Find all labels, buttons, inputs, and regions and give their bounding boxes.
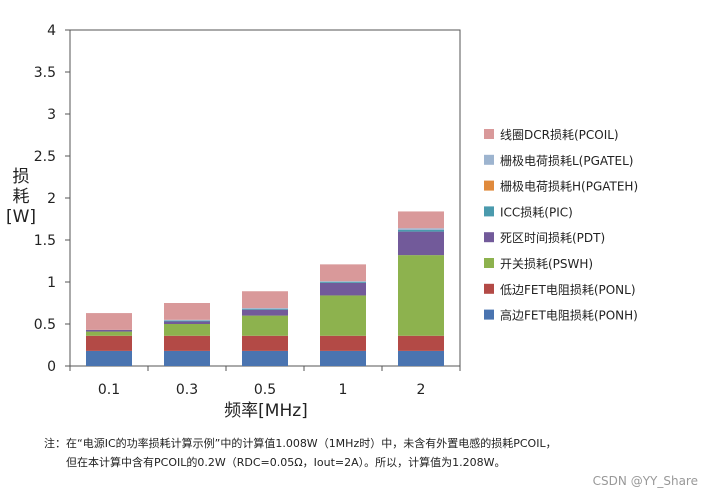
legend-swatch — [484, 309, 494, 320]
bar-segment — [86, 335, 132, 351]
legend-label: 低边FET电阻损耗(PONL) — [500, 283, 636, 297]
bar-stack — [320, 264, 366, 366]
y-tick-label: 0 — [47, 359, 56, 375]
bar-segment — [242, 308, 288, 309]
bar-segment — [242, 335, 288, 351]
y-tick-label: 4 — [47, 23, 56, 39]
x-tick-label: 0.5 — [254, 382, 276, 398]
legend-swatch — [484, 154, 494, 165]
bar-segment — [398, 335, 444, 351]
bar-stack — [242, 291, 288, 366]
bar-segment — [164, 319, 210, 321]
y-axis-title-line-1: 损 — [13, 167, 30, 187]
bar-segment — [164, 335, 210, 351]
bar-segment — [320, 281, 366, 282]
x-axis: 0.1 0.3 0.5 1 2 — [69, 366, 461, 398]
legend-item: 栅极电荷损耗L(PGATEL) — [484, 153, 633, 168]
y-axis-title-line-2: 耗 — [13, 187, 30, 207]
y-tick-label: 2.5 — [34, 149, 56, 165]
bar-segment — [164, 320, 210, 322]
legend-item: 低边FET电阻损耗(PONL) — [484, 283, 636, 297]
y-axis-title-line-3: [W] — [6, 207, 36, 227]
bar-segment — [242, 315, 288, 336]
y-tick-label: 3.5 — [34, 65, 56, 81]
bar-segment — [242, 308, 288, 310]
bar-segment — [242, 291, 288, 309]
legend-item: 线圈DCR损耗(PCOIL) — [484, 128, 619, 142]
legend-swatch — [484, 206, 494, 217]
bar-stack — [398, 211, 444, 366]
legend-swatch — [484, 129, 494, 139]
bar-stack — [86, 313, 132, 366]
legend-item: 高边FET电阻损耗(PONH) — [484, 308, 638, 323]
bar-segment — [242, 309, 288, 316]
bars — [86, 211, 444, 366]
bar-segment — [86, 350, 132, 366]
bar-segment — [398, 211, 444, 229]
bar-segment — [398, 228, 444, 230]
legend-swatch — [484, 180, 494, 191]
bar-segment — [320, 264, 366, 282]
legend-swatch — [484, 283, 494, 294]
legend-label: 栅极电荷损耗H(PGATEH) — [500, 179, 638, 194]
bar-segment — [398, 255, 444, 336]
bar-segment — [164, 350, 210, 366]
legend: 线圈DCR损耗(PCOIL) 栅极电荷损耗L(PGATEL) 栅极电荷损耗H(PGA… — [484, 128, 638, 323]
bar-segment — [398, 229, 444, 232]
legend-label: ICC损耗(PIC) — [500, 205, 573, 219]
x-tick-label: 0.1 — [98, 382, 120, 398]
bar-segment — [320, 282, 366, 283]
legend-swatch — [484, 232, 494, 243]
x-tick-label: 1 — [339, 382, 348, 398]
bar-segment — [320, 282, 366, 296]
bar-segment — [398, 231, 444, 256]
legend-item: ICC损耗(PIC) — [484, 205, 573, 219]
watermark: CSDN @YY_Share — [592, 474, 698, 488]
legend-item: 栅极电荷损耗H(PGATEH) — [484, 179, 638, 194]
y-tick-label: 3 — [47, 107, 56, 123]
y-tick-label: 2 — [47, 191, 56, 207]
footnote-line-1: 注：在“电源IC的功率损耗计算示例”中的计算值1.008W（1MHz时）中，未含… — [44, 437, 557, 450]
legend-label: 死区时间损耗(PDT) — [500, 231, 605, 245]
bar-segment — [86, 331, 132, 336]
bar-segment — [164, 321, 210, 324]
x-axis-title: 频率[MHz] — [224, 401, 308, 421]
legend-label: 高边FET电阻损耗(PONH) — [500, 308, 638, 323]
bar-segment — [86, 313, 132, 330]
y-tick-label: 1.5 — [34, 233, 56, 249]
legend-label: 栅极电荷损耗L(PGATEL) — [500, 153, 633, 168]
y-tick-label: 1 — [47, 275, 56, 291]
legend-item: 死区时间损耗(PDT) — [484, 231, 605, 245]
y-tick-label: 0.5 — [34, 317, 56, 333]
x-tick-label: 0.3 — [176, 382, 198, 398]
stacked-bar-chart: 0 0.5 1 1.5 2 2.5 3 3.5 4 0.1 0.3 0.5 1 2 线圈DCR损耗(PC… — [6, 23, 638, 421]
bar-segment — [86, 329, 132, 332]
legend-item: 开关损耗(PSWH) — [484, 257, 593, 271]
y-axis: 0 0.5 1 1.5 2 2.5 3 3.5 4 — [34, 23, 70, 375]
legend-swatch — [484, 258, 494, 268]
footnote-line-2: 但在本计算中含有PCOIL的0.2W（RDC=0.05Ω，Iout=2A）。所以… — [66, 456, 506, 469]
bar-segment — [398, 350, 444, 366]
bar-segment — [164, 303, 210, 320]
legend-label: 开关损耗(PSWH) — [500, 257, 593, 271]
x-tick-label: 2 — [417, 382, 426, 398]
bar-segment — [242, 350, 288, 366]
bar-segment — [164, 324, 210, 336]
bar-segment — [320, 295, 366, 336]
bar-segment — [320, 335, 366, 351]
legend-label: 线圈DCR损耗(PCOIL) — [500, 128, 619, 142]
bar-segment — [320, 350, 366, 366]
footnote: 注：在“电源IC的功率损耗计算示例”中的计算值1.008W（1MHz时）中，未含… — [44, 434, 557, 472]
bar-stack — [164, 303, 210, 366]
